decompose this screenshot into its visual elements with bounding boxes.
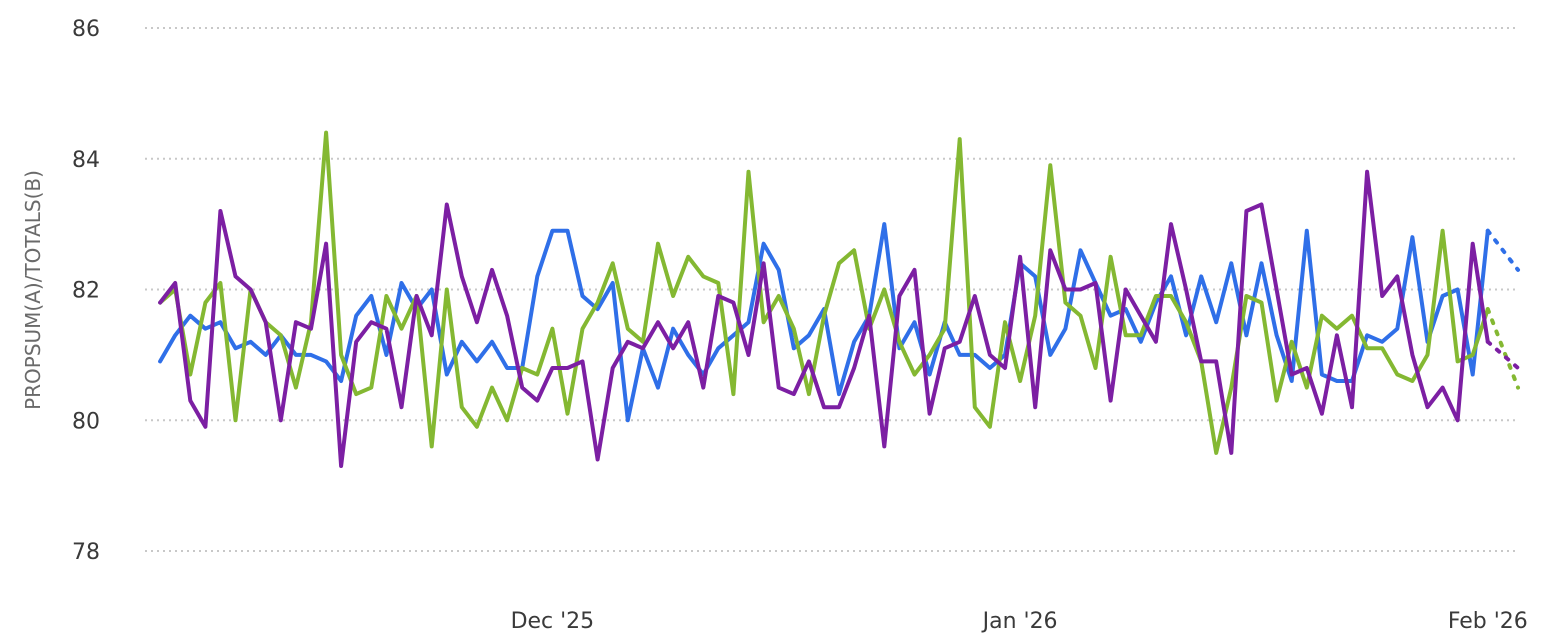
series-projection-2	[1485, 307, 1520, 390]
y-axis-title: PROPSUM(A)/TOTALS(B)	[21, 170, 45, 410]
y-tick-label: 86	[72, 17, 100, 42]
x-axis-ticks: Dec '25 Jan '26 Feb '26	[511, 609, 1528, 634]
y-tick-label: 78	[72, 540, 100, 565]
series-line-3	[158, 169, 1490, 468]
y-tick-label: 80	[72, 409, 100, 434]
series-projection-1	[1485, 228, 1520, 272]
x-tick-label: Dec '25	[511, 609, 595, 634]
y-axis-ticks: 78 80 82 84 86	[72, 17, 100, 565]
y-tick-label: 84	[72, 148, 100, 173]
x-tick-label: Feb '26	[1448, 609, 1528, 634]
gridlines	[145, 27, 1518, 552]
y-tick-label: 82	[72, 279, 100, 304]
x-tick-label: Jan '26	[981, 609, 1058, 634]
series	[158, 130, 1520, 468]
